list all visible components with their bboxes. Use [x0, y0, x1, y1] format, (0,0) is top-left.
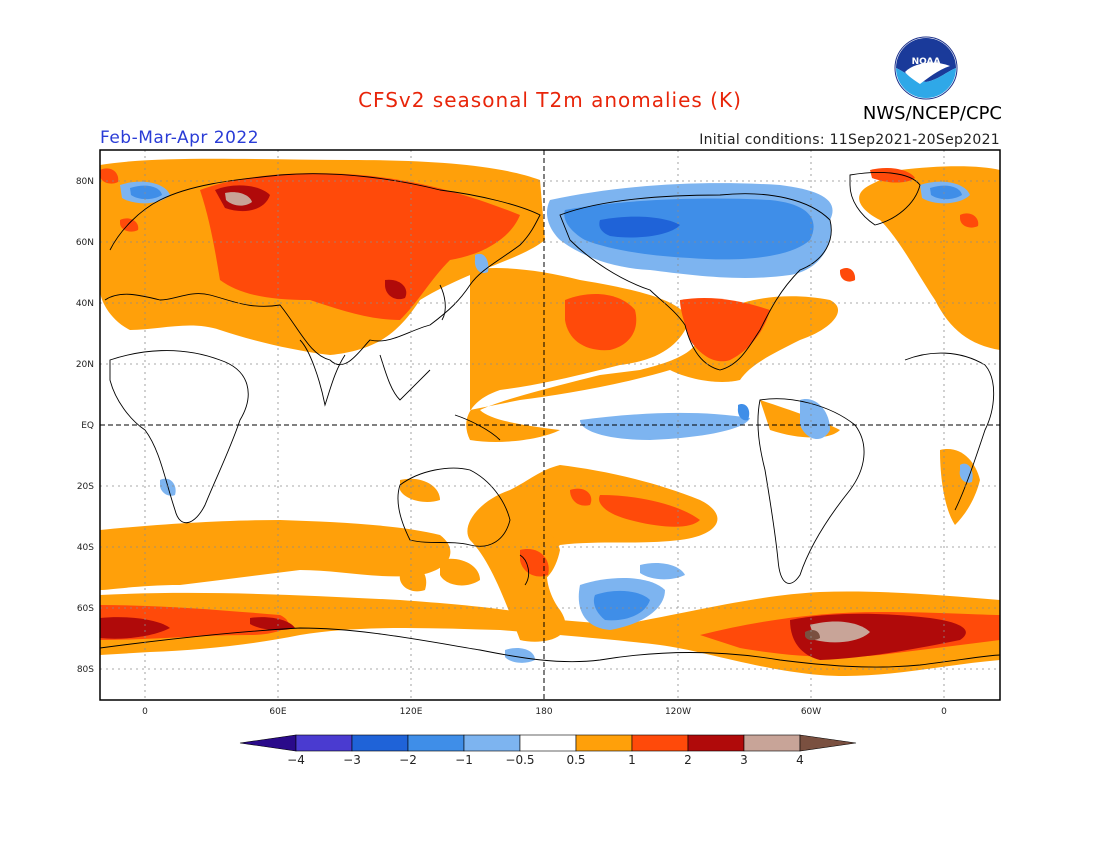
lon-tick: 0 [941, 707, 947, 717]
colorbar-swatch [687, 734, 745, 752]
colorbar-swatch [519, 734, 577, 752]
lat-tick: 40N [76, 299, 94, 309]
anomaly-brown-regions [805, 630, 820, 641]
colorbar-label: 4 [796, 753, 804, 767]
chart-title: CFSv2 seasonal T2m anomalies (K) [358, 88, 742, 112]
lon-tick: 60E [269, 707, 286, 717]
colorbar-label: −1 [455, 753, 473, 767]
anomaly-darkblue-regions [599, 216, 680, 238]
noaa-logo: NOAA [894, 36, 958, 100]
colorbar-label: −4 [287, 753, 305, 767]
lat-tick: EQ [81, 421, 94, 431]
colorbar-swatch [743, 734, 801, 752]
anomaly-field [100, 158, 1000, 677]
anomaly-red-regions [100, 167, 1000, 658]
colorbar-arrow-high [799, 734, 857, 752]
anomaly-tan-regions [225, 192, 870, 643]
colorbar-swatch [407, 734, 465, 752]
colorbar-label: −2 [399, 753, 417, 767]
lon-tick: 180 [535, 707, 552, 717]
lat-tick: 60N [76, 238, 94, 248]
initial-conditions-label: Initial conditions: 11Sep2021-20Sep2021 [699, 132, 1000, 148]
lon-tick: 60W [801, 707, 821, 717]
coastlines [100, 172, 1000, 668]
colorbar-swatch [295, 734, 353, 752]
logo-text: NOAA [912, 57, 941, 67]
lat-tick: 20N [76, 360, 94, 370]
lat-tick: 60S [77, 604, 94, 614]
colorbar-swatch [351, 734, 409, 752]
colorbar-label: 2 [684, 753, 692, 767]
reference-lines [100, 150, 1000, 700]
colorbar-swatch [575, 734, 633, 752]
lat-tick: 40S [77, 543, 94, 553]
latitude-axis: 80N 60N 40N 20N EQ 20S 40S 60S 80S [76, 177, 94, 675]
map-frame [99, 149, 1001, 701]
lon-tick: 120E [400, 707, 423, 717]
colorbar-label: 1 [628, 753, 636, 767]
anomaly-blue-regions [130, 185, 962, 621]
colorbar-swatch [463, 734, 521, 752]
colorbar-swatch [631, 734, 689, 752]
colorbar-label: −3 [343, 753, 361, 767]
colorbar-label: 0.5 [566, 753, 585, 767]
colorbar-label: −0.5 [505, 753, 534, 767]
lat-tick: 80S [77, 665, 94, 675]
lon-tick: 0 [142, 707, 148, 717]
gridlines [100, 150, 1000, 700]
colorbar-label: 3 [740, 753, 748, 767]
lat-tick: 20S [77, 482, 94, 492]
season-label: Feb-Mar-Apr 2022 [100, 128, 260, 148]
lon-tick: 120W [665, 707, 691, 717]
agency-label: NWS/NCEP/CPC [862, 103, 1002, 124]
lat-tick: 80N [76, 177, 94, 187]
longitude-axis: 0 60E 120E 180 120W 60W 0 [142, 707, 947, 717]
colorbar: −4 −3 −2 −1 −0.5 0.5 1 2 3 4 [239, 734, 857, 767]
colorbar-arrow-low [239, 734, 297, 752]
